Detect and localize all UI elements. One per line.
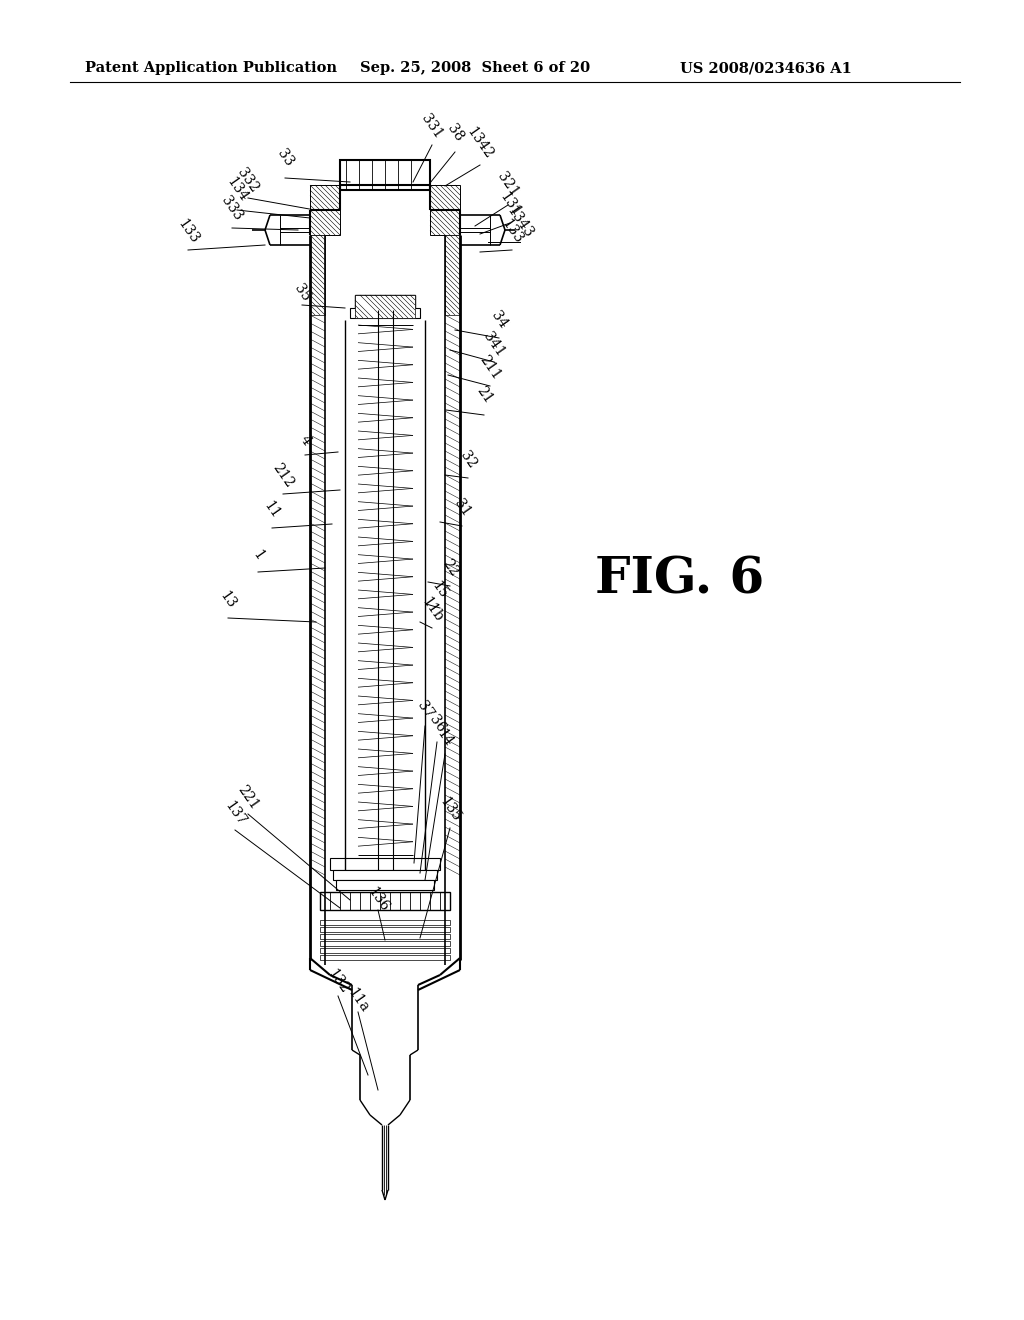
Text: 211: 211 [476, 354, 504, 383]
Bar [310, 185, 340, 235]
Bar [310, 235, 325, 315]
Text: 15: 15 [429, 578, 451, 601]
Bar [319, 948, 450, 953]
Text: 341: 341 [480, 330, 507, 360]
Text: 11a: 11a [345, 985, 372, 1015]
Text: 38: 38 [444, 121, 466, 144]
Text: 21: 21 [473, 384, 495, 407]
Text: 133: 133 [175, 218, 202, 247]
Text: 1343: 1343 [504, 203, 536, 240]
Bar [319, 927, 450, 932]
Text: 221: 221 [234, 783, 261, 813]
Text: 4: 4 [297, 433, 313, 447]
Bar [336, 880, 434, 890]
Bar [430, 185, 460, 235]
Text: 33: 33 [274, 147, 296, 169]
Bar [355, 294, 415, 310]
Text: 22: 22 [439, 557, 461, 579]
Text: 37: 37 [415, 698, 436, 721]
Bar [319, 954, 450, 960]
Text: 32: 32 [458, 449, 479, 471]
Text: Patent Application Publication: Patent Application Publication [85, 61, 337, 75]
Bar [355, 294, 415, 318]
Text: US 2008/0234636 A1: US 2008/0234636 A1 [680, 61, 852, 75]
Text: 131: 131 [497, 190, 523, 220]
Bar [330, 858, 440, 870]
Bar [340, 160, 430, 190]
Text: 34: 34 [488, 309, 510, 331]
Text: 333: 333 [219, 193, 246, 223]
Text: 212: 212 [269, 461, 296, 491]
Bar [350, 308, 420, 318]
Bar [319, 941, 450, 946]
Text: 132: 132 [325, 968, 351, 997]
Text: 331: 331 [419, 112, 445, 141]
Bar [319, 920, 450, 925]
Text: 31: 31 [452, 496, 473, 519]
Bar [333, 870, 437, 880]
Bar [319, 892, 450, 909]
Bar [319, 935, 450, 939]
Text: FIG. 6: FIG. 6 [595, 556, 765, 605]
Text: 13: 13 [217, 589, 239, 611]
Text: 1342: 1342 [464, 124, 496, 161]
Text: 136: 136 [365, 886, 391, 915]
Text: 135: 135 [436, 795, 463, 825]
Text: 134: 134 [223, 176, 250, 205]
Text: 137: 137 [221, 799, 249, 829]
Text: 36: 36 [426, 713, 447, 735]
Bar [445, 235, 460, 315]
Text: 35: 35 [291, 281, 312, 304]
Text: 11: 11 [261, 499, 283, 521]
Text: 332: 332 [234, 165, 261, 195]
Text: 1: 1 [250, 548, 266, 562]
Text: 321: 321 [495, 170, 521, 199]
Text: Sep. 25, 2008  Sheet 6 of 20: Sep. 25, 2008 Sheet 6 of 20 [360, 61, 590, 75]
Text: 11b: 11b [419, 595, 445, 624]
Text: 14: 14 [434, 727, 456, 750]
Text: 133: 133 [499, 218, 525, 247]
